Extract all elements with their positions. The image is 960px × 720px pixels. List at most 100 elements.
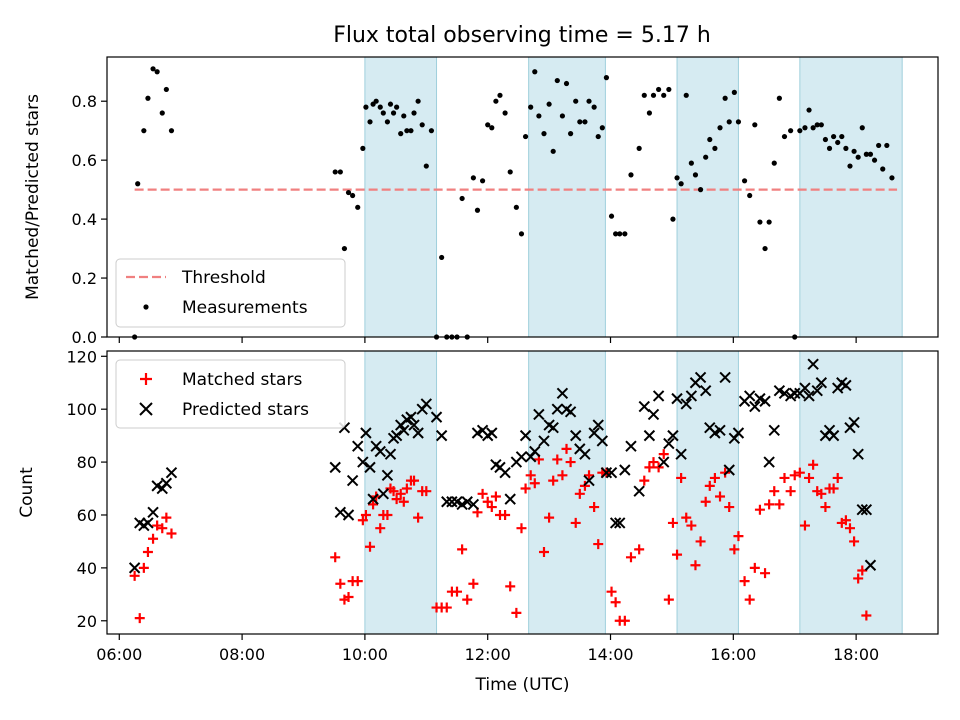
matched-point — [676, 472, 687, 483]
matched-point — [774, 499, 785, 510]
matched-point — [352, 576, 363, 587]
predicted-point — [680, 398, 692, 410]
predicted-point — [357, 456, 369, 468]
matched-point — [733, 531, 744, 542]
measurement-point — [479, 178, 486, 184]
measurement-point — [771, 160, 777, 166]
measurement-point — [707, 136, 713, 143]
matched-point — [849, 536, 860, 547]
measurement-point — [889, 175, 895, 181]
matched-point — [789, 470, 800, 481]
measurement-point — [646, 110, 653, 116]
measurement-point — [822, 136, 829, 143]
matched-point — [375, 523, 386, 534]
measurement-point — [546, 101, 552, 107]
measurement-point — [387, 101, 394, 107]
predicted-point — [547, 421, 559, 434]
matched-point — [754, 504, 765, 515]
predicted-point — [778, 387, 791, 400]
matched-point — [593, 539, 604, 550]
matched-point — [606, 586, 617, 597]
predicted-point — [405, 411, 417, 423]
matched-point — [391, 494, 402, 505]
predicted-point — [390, 429, 403, 442]
predicted-point — [381, 469, 394, 482]
matched-point — [700, 496, 711, 507]
measurement-point — [788, 128, 794, 134]
legend — [115, 359, 346, 429]
predicted-point — [609, 517, 622, 529]
predicted-point — [583, 474, 595, 487]
predicted-point — [619, 464, 631, 476]
predicted-point — [723, 464, 735, 476]
measurement-point — [550, 148, 556, 154]
x-tick-label: 12:00 — [465, 645, 511, 664]
measurement-point — [876, 142, 882, 149]
predicted-point — [461, 496, 473, 508]
matched-point — [832, 472, 843, 483]
predicted-point — [789, 387, 801, 400]
measurement-point — [398, 131, 404, 137]
predicted-point — [334, 506, 347, 519]
predicted-point — [815, 377, 828, 389]
measurement-point — [377, 104, 383, 110]
matched-point — [794, 467, 805, 478]
predicted-point — [811, 384, 823, 397]
observing-window — [528, 350, 606, 635]
predicted-point — [374, 445, 386, 458]
matched-point — [511, 607, 522, 618]
y-tick-label: 100 — [66, 400, 97, 419]
measurement-point — [497, 92, 503, 98]
x-tick-label: 16:00 — [710, 645, 756, 664]
measurement-point — [697, 187, 704, 193]
matched-point — [644, 462, 655, 473]
predicted-point — [367, 493, 379, 505]
matched-point — [382, 509, 393, 520]
predicted-point — [435, 429, 448, 442]
measurement-point — [408, 128, 414, 134]
predicted-point — [852, 448, 864, 460]
measurement-point — [692, 172, 699, 178]
measurement-point — [608, 213, 615, 219]
measurement-point — [831, 133, 837, 140]
matched-point — [672, 549, 683, 560]
measurement-point — [360, 145, 366, 151]
predicted-point — [714, 424, 726, 437]
matched-point — [561, 443, 572, 454]
predicted-point — [398, 424, 410, 437]
predicted-point — [504, 493, 516, 505]
predicted-point — [377, 488, 390, 500]
predicted-point — [743, 390, 756, 402]
measurement-point — [394, 104, 400, 110]
measurement-point — [818, 122, 824, 128]
top-panel: 0.0 0.2 0.4 0.6 0.8 Matched/Predicted stars Th… — [23, 56, 939, 347]
predicted-point — [663, 437, 675, 450]
measurement-point — [871, 157, 878, 163]
matched-point — [690, 560, 701, 571]
measurement-point — [847, 163, 853, 169]
matched-point — [799, 520, 810, 531]
measurement-point — [341, 245, 348, 252]
matched-point — [452, 586, 463, 597]
measurement-point — [826, 145, 833, 151]
measurement-point — [776, 95, 782, 101]
measurement-point — [613, 231, 619, 237]
measurement-point — [559, 113, 566, 119]
matched-point — [161, 512, 172, 523]
matched-point — [639, 475, 650, 486]
matched-point — [368, 499, 379, 510]
matched-point — [468, 578, 479, 589]
predicted-point — [165, 466, 178, 479]
bottom-panel: 20 40 60 80 100 120 06:00 08:00 10:00 12:00 14:00 1… — [17, 347, 939, 695]
predicted-point — [412, 427, 424, 439]
y-tick-label: 40 — [77, 559, 97, 578]
measurement-point — [884, 142, 890, 149]
predicted-point — [749, 400, 761, 413]
measurement-point — [806, 107, 812, 113]
matched-point — [861, 610, 872, 621]
measurement-point — [163, 86, 169, 93]
measurement-point — [661, 92, 667, 98]
matched-point — [619, 615, 630, 626]
x-tick-label: 14:00 — [587, 645, 633, 664]
measurement-point — [855, 154, 861, 160]
